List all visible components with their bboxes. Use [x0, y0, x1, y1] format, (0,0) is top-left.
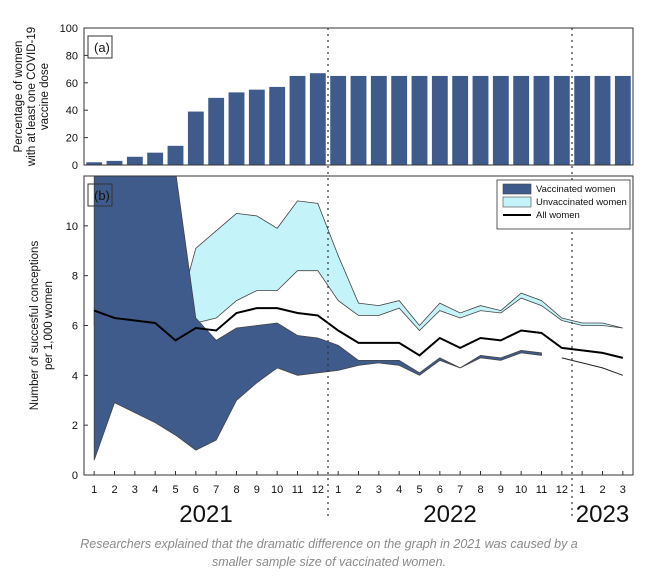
xtick-label-4: 4 [152, 484, 158, 496]
bar-10 [269, 86, 286, 165]
panel-a-frame [83, 27, 634, 166]
bar-21 [492, 75, 509, 165]
bar-27 [614, 75, 631, 165]
year-label-2022: 2022 [423, 501, 476, 528]
xtick-label-18: 6 [437, 484, 443, 496]
xtick-label-19: 7 [457, 484, 463, 496]
bar-5 [167, 145, 184, 165]
panel-a-ytick-label-3: 60 [66, 78, 78, 90]
panel-b-ytick-label-5: 10 [66, 221, 78, 233]
panel-b-ylabel-line-1: Number of succesful conceptions [29, 241, 41, 411]
all-women-line [93, 307, 624, 359]
bar-1 [86, 162, 103, 165]
bar-19 [452, 75, 469, 165]
xtick-label-7: 7 [213, 484, 219, 496]
bar-23 [533, 75, 550, 165]
panel-a-ytick-label-0: 0 [72, 160, 78, 172]
panel-b-ytick-label-3: 6 [72, 321, 78, 333]
bar-3 [126, 156, 143, 165]
xtick-label-14: 2 [355, 484, 361, 496]
xtick-label-21: 9 [498, 484, 504, 496]
bar-4 [147, 152, 164, 165]
xtick-label-12: 12 [312, 484, 324, 496]
xtick-label-20: 8 [477, 484, 483, 496]
panel-b-ytick-label-4: 8 [72, 271, 78, 283]
xtick-label-10: 10 [271, 484, 283, 496]
year-label-2021: 2021 [179, 501, 232, 528]
xtick-label-23: 11 [536, 484, 547, 496]
panel-b-label-box [87, 183, 113, 207]
panel-a-label: (a) [94, 40, 110, 55]
bar-18 [431, 75, 448, 165]
caption-line-2: smaller sample size of vaccinated women. [211, 555, 447, 569]
xtick-label-15: 3 [376, 484, 382, 496]
xtick-label-5: 5 [172, 484, 178, 496]
xtick-label-24: 12 [556, 484, 568, 496]
panel-b-ylabel-line-2: per 1,000 women [43, 281, 55, 370]
panel-a-ylabel-line-3: vaccine dose [39, 63, 51, 130]
xtick-label-6: 6 [193, 484, 199, 496]
bar-11 [289, 75, 306, 165]
year-label-2023: 2023 [576, 501, 629, 528]
panel-a-ylabel: Percentage of womenwith at least one COV… [13, 27, 51, 167]
bar-8 [228, 92, 245, 165]
xtick-label-26: 2 [599, 484, 605, 496]
legend-label-1: Vaccinated women [536, 184, 616, 195]
xtick-label-8: 8 [233, 484, 239, 496]
bar-20 [472, 75, 489, 165]
panel-a-label-box [87, 35, 113, 59]
bar-2 [106, 160, 123, 165]
xtick-label-13: 1 [335, 484, 341, 496]
xtick-label-11: 11 [292, 484, 303, 496]
panel-b-ytick-label-2: 4 [72, 370, 78, 382]
legend-swatch-2 [502, 196, 532, 208]
panel-a-ytick-label-5: 100 [60, 23, 78, 35]
panel-a-ylabel-line-2: with at least one COVID-19 [26, 27, 38, 167]
xtick-label-16: 4 [396, 484, 402, 496]
legend-label-2: Unvaccinated women [536, 197, 627, 208]
legend-swatch-1 [502, 183, 532, 195]
bar-24 [553, 75, 570, 165]
panel-b-ytick-label-1: 2 [72, 420, 78, 432]
panel-b-label: (b) [94, 188, 110, 203]
bar-6 [187, 111, 204, 165]
bar-26 [594, 75, 611, 165]
panel-a-ytick-label-2: 40 [66, 105, 78, 117]
panel-a-ytick-label-1: 20 [66, 133, 78, 145]
xtick-label-3: 3 [132, 484, 138, 496]
bar-9 [248, 89, 265, 165]
bar-13 [330, 75, 347, 165]
unvaccinated-band [93, 200, 623, 372]
bar-16 [391, 75, 408, 165]
xtick-label-27: 3 [620, 484, 626, 496]
xtick-label-9: 9 [254, 484, 260, 496]
bar-14 [350, 75, 367, 165]
panel-b-plot-group [93, 176, 624, 461]
bar-12 [309, 73, 326, 165]
bar-22 [513, 75, 530, 165]
caption-line-1: Researchers explained that the dramatic … [80, 537, 578, 551]
panel-b-ylabel: Number of succesful conceptions per 1,000… [29, 241, 55, 411]
bar-17 [411, 75, 428, 165]
bar-7 [208, 97, 225, 165]
panel-a-ylabel-line-1: Percentage of women [13, 41, 25, 153]
xtick-label-25: 1 [579, 484, 585, 496]
legend: Vaccinated women Unvaccinated women All wo… [496, 179, 631, 230]
bar-25 [574, 75, 591, 165]
xtick-label-17: 5 [416, 484, 422, 496]
figure-caption: Researchers explained that the dramatic … [0, 535, 658, 571]
xtick-label-2: 2 [111, 484, 117, 496]
vaccinated-continuation-line [561, 357, 623, 376]
panel-a-bar-chart: 0 20 40 60 80 100 (a) Percentage of womenwith a… [13, 23, 634, 172]
legend-label-3: All women [536, 210, 580, 221]
bar-15 [370, 75, 387, 165]
xtick-label-22: 10 [515, 484, 527, 496]
panel-a-ytick-label-4: 80 [66, 50, 78, 62]
panel-b-ytick-label-0: 0 [72, 470, 78, 482]
vaccinated-band [93, 176, 542, 461]
xtick-label-1: 1 [91, 484, 97, 496]
